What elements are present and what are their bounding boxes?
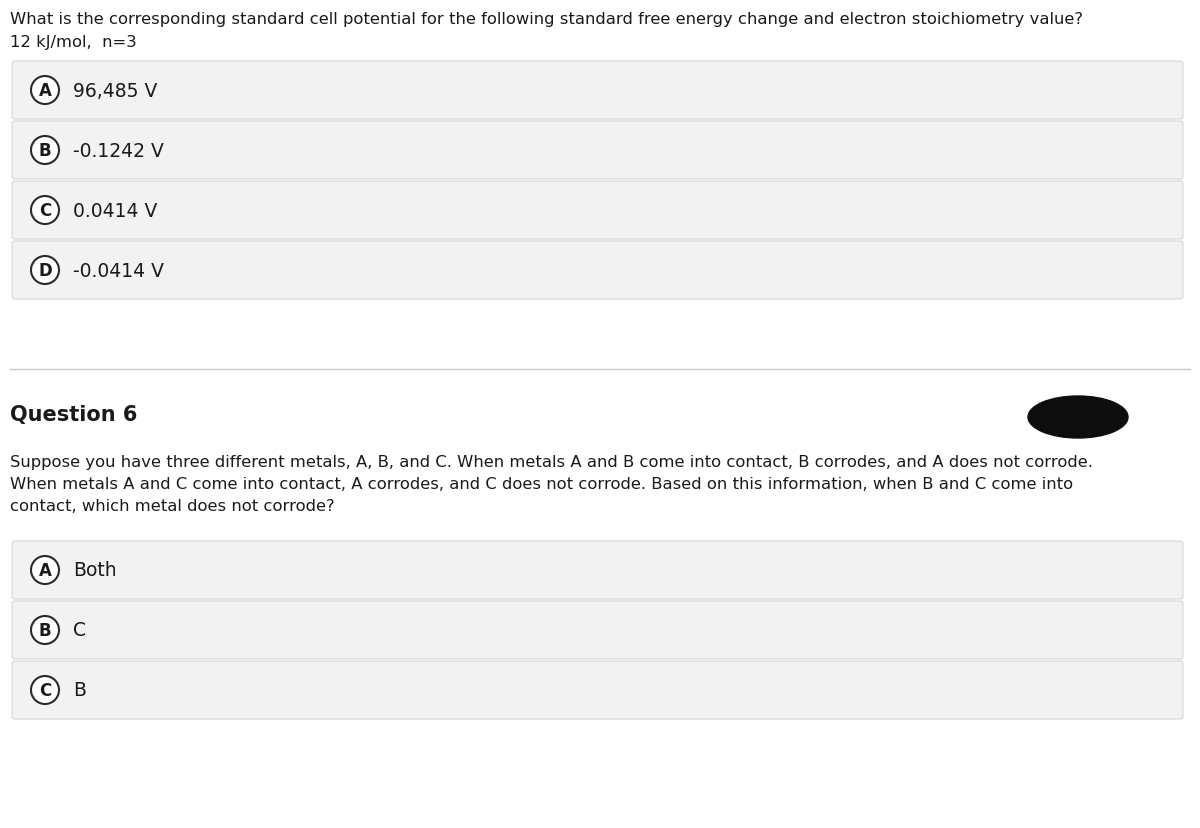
FancyBboxPatch shape (12, 242, 1183, 300)
Text: C: C (38, 681, 52, 699)
Text: -0.1242 V: -0.1242 V (73, 142, 164, 161)
Text: 0.0414 V: 0.0414 V (73, 201, 157, 220)
Circle shape (31, 556, 59, 585)
Circle shape (31, 77, 59, 105)
Text: -0.0414 V: -0.0414 V (73, 261, 164, 280)
Text: 96,485 V: 96,485 V (73, 81, 157, 100)
FancyBboxPatch shape (12, 122, 1183, 180)
FancyBboxPatch shape (12, 182, 1183, 240)
Text: A: A (38, 82, 52, 100)
Text: Suppose you have three different metals, A, B, and C. When metals A and B come i: Suppose you have three different metals,… (10, 455, 1093, 469)
Text: What is the corresponding standard cell potential for the following standard fre: What is the corresponding standard cell … (10, 12, 1084, 27)
Text: C: C (73, 621, 86, 640)
Text: 12 kJ/mol,  n=3: 12 kJ/mol, n=3 (10, 35, 137, 50)
FancyBboxPatch shape (12, 62, 1183, 120)
Text: C: C (38, 202, 52, 219)
Circle shape (31, 137, 59, 165)
Text: Question 6: Question 6 (10, 405, 137, 425)
Text: Both: Both (73, 561, 116, 580)
Text: A: A (38, 561, 52, 580)
Circle shape (31, 197, 59, 224)
Circle shape (31, 616, 59, 644)
FancyBboxPatch shape (12, 542, 1183, 599)
Text: D: D (38, 262, 52, 280)
Circle shape (31, 257, 59, 285)
Circle shape (31, 676, 59, 704)
FancyBboxPatch shape (12, 601, 1183, 659)
Ellipse shape (1028, 397, 1128, 439)
Text: B: B (73, 681, 86, 700)
FancyBboxPatch shape (12, 662, 1183, 720)
Text: B: B (38, 621, 52, 639)
Text: B: B (38, 142, 52, 160)
Text: When metals A and C come into contact, A corrodes, and C does not corrode. Based: When metals A and C come into contact, A… (10, 476, 1073, 491)
Text: contact, which metal does not corrode?: contact, which metal does not corrode? (10, 498, 335, 513)
